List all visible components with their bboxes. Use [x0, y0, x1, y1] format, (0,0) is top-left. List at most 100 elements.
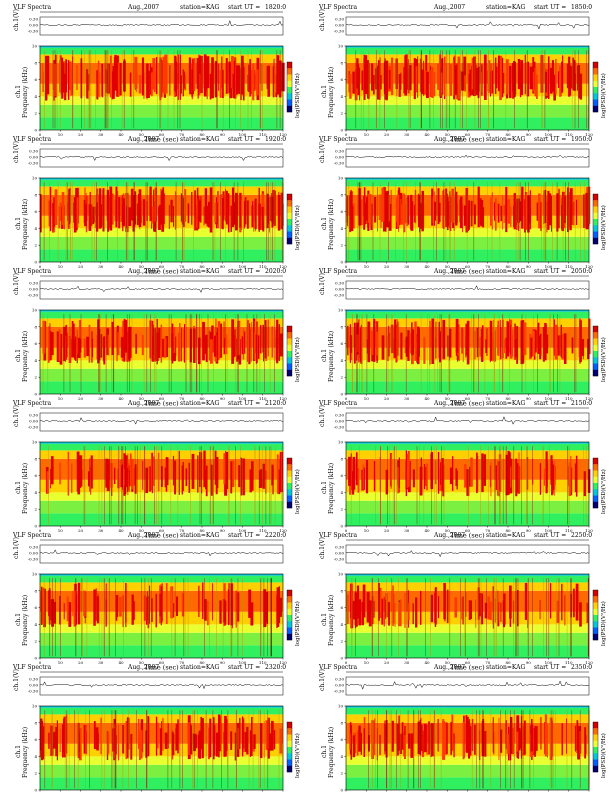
spectrogram-cell — [214, 61, 217, 98]
spectrogram-cell — [469, 726, 472, 756]
sferic-streak — [448, 314, 449, 393]
sferic-streak — [256, 314, 258, 393]
spectrogram-cell — [484, 731, 487, 757]
header-date: Aug.,2007 — [433, 268, 465, 275]
sferic-streak — [42, 314, 44, 393]
spectrogram-cell — [226, 451, 229, 490]
spectrogram-cell — [235, 590, 237, 628]
spectrogram-cell — [494, 57, 497, 94]
sferic-streak — [207, 314, 209, 393]
spectrogram-band — [40, 632, 283, 646]
header-title: VLF Spectra — [12, 268, 52, 275]
waveform-axis-label: ch.1(V) — [319, 405, 326, 427]
spectrogram-cell — [457, 56, 461, 100]
header-station: station=KAG — [180, 532, 219, 539]
sferic-streak — [505, 50, 507, 129]
sferic-streak — [406, 578, 408, 657]
spectrogram-cell — [486, 328, 488, 356]
spectrogram-cell — [558, 71, 561, 88]
spectrogram-cell — [469, 466, 472, 487]
spectrogram-cell — [459, 196, 463, 229]
spectrogram-cell — [500, 729, 503, 753]
x-tick-label: 70 — [485, 528, 491, 533]
sferic-streak — [158, 446, 160, 525]
spectrogram-cell — [223, 731, 226, 757]
colorbar-segment — [593, 596, 598, 603]
sferic-streak — [83, 446, 85, 525]
x-tick-label: 60 — [159, 528, 165, 533]
spectrogram-cell — [59, 728, 61, 752]
spectrogram-cell — [492, 319, 494, 355]
x-tick-label: 100 — [239, 396, 247, 401]
spectrogram-cell — [411, 329, 414, 355]
sferic-streak — [260, 578, 261, 657]
spectrogram-panel: VLF Spectra Aug.,2007 station=KAG start UT … — [306, 132, 612, 276]
sferic-streak — [100, 314, 101, 393]
sferic-streak — [260, 50, 261, 129]
spectrogram-cell — [90, 204, 93, 226]
spectrogram-cell — [178, 450, 180, 495]
spectrogram-cell — [172, 455, 175, 486]
x-axis-label: Time (sec) — [144, 664, 179, 672]
y-tick-label: 0 — [340, 392, 343, 397]
spectrogram-cell — [473, 56, 476, 96]
spectrogram-cell — [406, 198, 409, 226]
sferic-streak — [378, 578, 379, 657]
spectrogram-cell — [544, 714, 547, 757]
spectrogram-cell — [43, 71, 44, 92]
y-tick-label: 6 — [340, 77, 343, 82]
spectrogram-cell — [423, 60, 425, 96]
sferic-streak — [429, 50, 431, 129]
sferic-streak — [267, 182, 269, 261]
sferic-streak — [394, 446, 395, 525]
y-axis-label: Frequency (kHz) — [328, 595, 335, 646]
spectrogram-band — [346, 513, 589, 526]
sferic-streak — [177, 50, 179, 129]
sferic-streak — [445, 182, 447, 261]
spectrogram-cell — [184, 71, 185, 89]
sferic-streak — [379, 182, 381, 261]
spectrogram-cell — [462, 721, 465, 760]
sferic-streak — [96, 182, 97, 261]
y-tick-label: 0 — [340, 128, 343, 133]
x-tick-label: 30 — [404, 396, 410, 401]
spectrogram-cell — [578, 65, 581, 99]
x-tick-label: 20 — [384, 132, 390, 137]
sferic-streak — [366, 314, 368, 393]
sferic-streak — [466, 182, 468, 261]
spectrogram-cell — [67, 451, 69, 496]
sferic-streak — [415, 182, 416, 261]
waveform-tick-label: -0.30 — [334, 293, 345, 298]
sferic-streak — [359, 446, 360, 525]
sferic-streak — [191, 314, 193, 393]
sferic-streak — [101, 578, 103, 657]
spectrogram-cell — [496, 461, 499, 496]
spectrogram-cell — [200, 56, 203, 94]
colorbar-segment — [593, 621, 598, 628]
sferic-streak — [167, 50, 169, 129]
colorbar-segment — [287, 753, 292, 760]
sferic-streak — [436, 182, 437, 261]
spectrogram-cell — [558, 188, 560, 229]
spectrogram-cell — [50, 468, 51, 489]
spectrogram-cell — [258, 470, 262, 488]
sferic-streak — [359, 182, 360, 261]
x-tick-label: 40 — [424, 396, 430, 401]
spectrogram-cell — [564, 595, 566, 626]
sferic-streak — [103, 578, 105, 657]
sferic-streak — [542, 446, 544, 525]
colorbar-segment — [287, 80, 292, 88]
spectrogram-band — [40, 318, 283, 327]
x-tick-label: 80 — [199, 660, 205, 665]
spectrogram-cell — [583, 471, 587, 497]
x-tick-label: 110 — [565, 132, 573, 137]
spectrogram-cell — [350, 203, 352, 226]
colorbar-segment — [593, 765, 598, 773]
spectrogram-cell — [470, 457, 473, 487]
spectrogram-band — [40, 707, 283, 715]
spectrogram-cell — [151, 206, 154, 224]
header-title: VLF Spectra — [12, 532, 52, 539]
colorbar-segment — [287, 615, 292, 622]
header-date: Aug.,2007 — [127, 532, 159, 539]
sferic-streak — [513, 578, 514, 657]
